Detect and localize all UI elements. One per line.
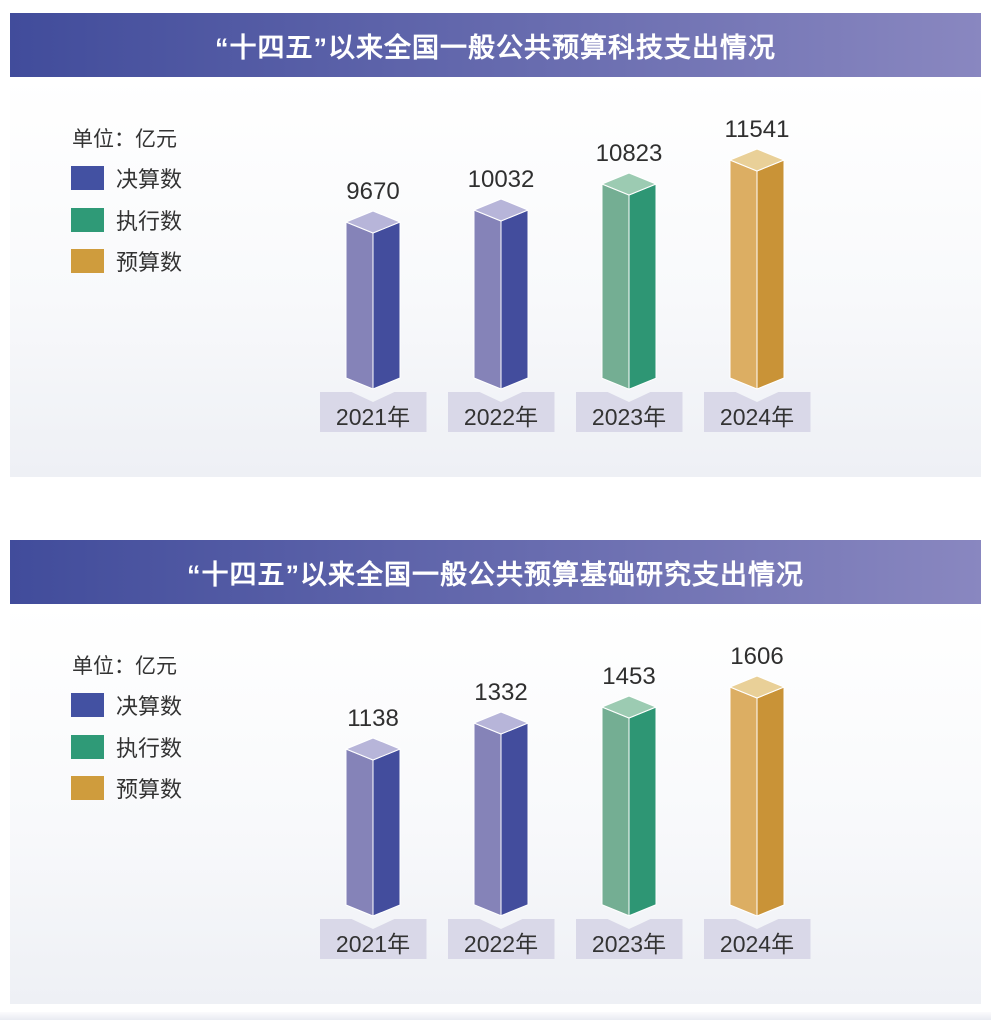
legend-item: 决算数	[71, 692, 183, 719]
chart-card-basic-research-spending: “十四五”以来全国一般公共预算基础研究支出情况 单位：亿元 决算数执行数预算数 1…	[10, 540, 981, 1004]
category-plate: 2024年	[703, 392, 811, 432]
bar-value-label: 1606	[730, 643, 784, 670]
category-label: 2022年	[463, 930, 539, 957]
category-label: 2022年	[463, 403, 539, 430]
chart-title: “十四五”以来全国一般公共预算基础研究支出情况	[187, 559, 804, 590]
bar-value-label: 11541	[724, 116, 790, 143]
category-plate: 2021年	[319, 919, 427, 959]
category-label: 2024年	[719, 930, 795, 957]
unit-label: 单位：亿元	[72, 655, 177, 678]
bar-3d-column	[473, 711, 529, 917]
category-label: 2023年	[591, 930, 667, 957]
legend-item: 执行数	[71, 207, 183, 234]
legend-label: 执行数	[116, 208, 183, 234]
category-plate: 2022年	[447, 392, 555, 432]
legend-swatch	[71, 166, 104, 190]
bar-3d-column	[729, 148, 785, 390]
bar-3d-column	[345, 210, 401, 390]
chart-title-banner: “十四五”以来全国一般公共预算科技支出情况	[10, 13, 981, 77]
bar-3d-column	[729, 675, 785, 917]
category-plate: 2022年	[447, 919, 555, 959]
plot-area: 单位：亿元 决算数执行数预算数 1138 2021年 1332 2022年 1453 202…	[10, 604, 981, 1004]
bar-value-label: 10823	[595, 139, 663, 167]
chart-card-tech-spending: “十四五”以来全国一般公共预算科技支出情况 单位：亿元 决算数执行数预算数 967…	[10, 13, 981, 478]
bar-3d-column	[601, 695, 657, 917]
legend-item: 决算数	[71, 165, 183, 192]
legend-swatch	[71, 249, 104, 273]
category-plate: 2023年	[575, 392, 683, 432]
plot-area: 单位：亿元 决算数执行数预算数 9670 2021年 10032 2022年 10823 2…	[10, 77, 981, 477]
category-label: 2021年	[335, 403, 411, 430]
category-label: 2024年	[719, 403, 795, 430]
legend-item: 执行数	[71, 734, 183, 761]
chart-title-banner: “十四五”以来全国一般公共预算基础研究支出情况	[10, 540, 981, 604]
bar-value-label: 1453	[602, 663, 656, 691]
legend-label: 执行数	[116, 735, 183, 761]
legend-swatch	[71, 776, 104, 800]
bar-value-label: 10032	[467, 166, 535, 193]
legend-label: 预算数	[116, 777, 183, 802]
category-plate: 2024年	[703, 919, 811, 959]
category-plate: 2023年	[575, 919, 683, 959]
bar-value-label: 1138	[347, 705, 399, 732]
unit-label: 单位：亿元	[72, 128, 177, 151]
bar-value-label: 9670	[346, 178, 400, 205]
category-plate: 2021年	[319, 392, 427, 432]
legend-swatch	[71, 734, 104, 759]
bar-3d-column	[345, 737, 401, 917]
bar-3d-column	[601, 172, 657, 390]
legend-item: 预算数	[71, 248, 183, 275]
bar-3d-column	[473, 198, 529, 390]
legend-label: 预算数	[116, 250, 183, 275]
category-label: 2023年	[591, 403, 667, 430]
next-banner-edge	[0, 1012, 991, 1020]
legend-label: 决算数	[116, 694, 183, 719]
legend-item: 预算数	[71, 775, 183, 802]
bar-value-label: 1332	[474, 679, 528, 707]
legend-label: 决算数	[116, 167, 183, 192]
category-label: 2021年	[335, 930, 411, 957]
chart-title: “十四五”以来全国一般公共预算科技支出情况	[215, 32, 776, 63]
legend-swatch	[71, 693, 104, 717]
legend-swatch	[71, 207, 104, 232]
